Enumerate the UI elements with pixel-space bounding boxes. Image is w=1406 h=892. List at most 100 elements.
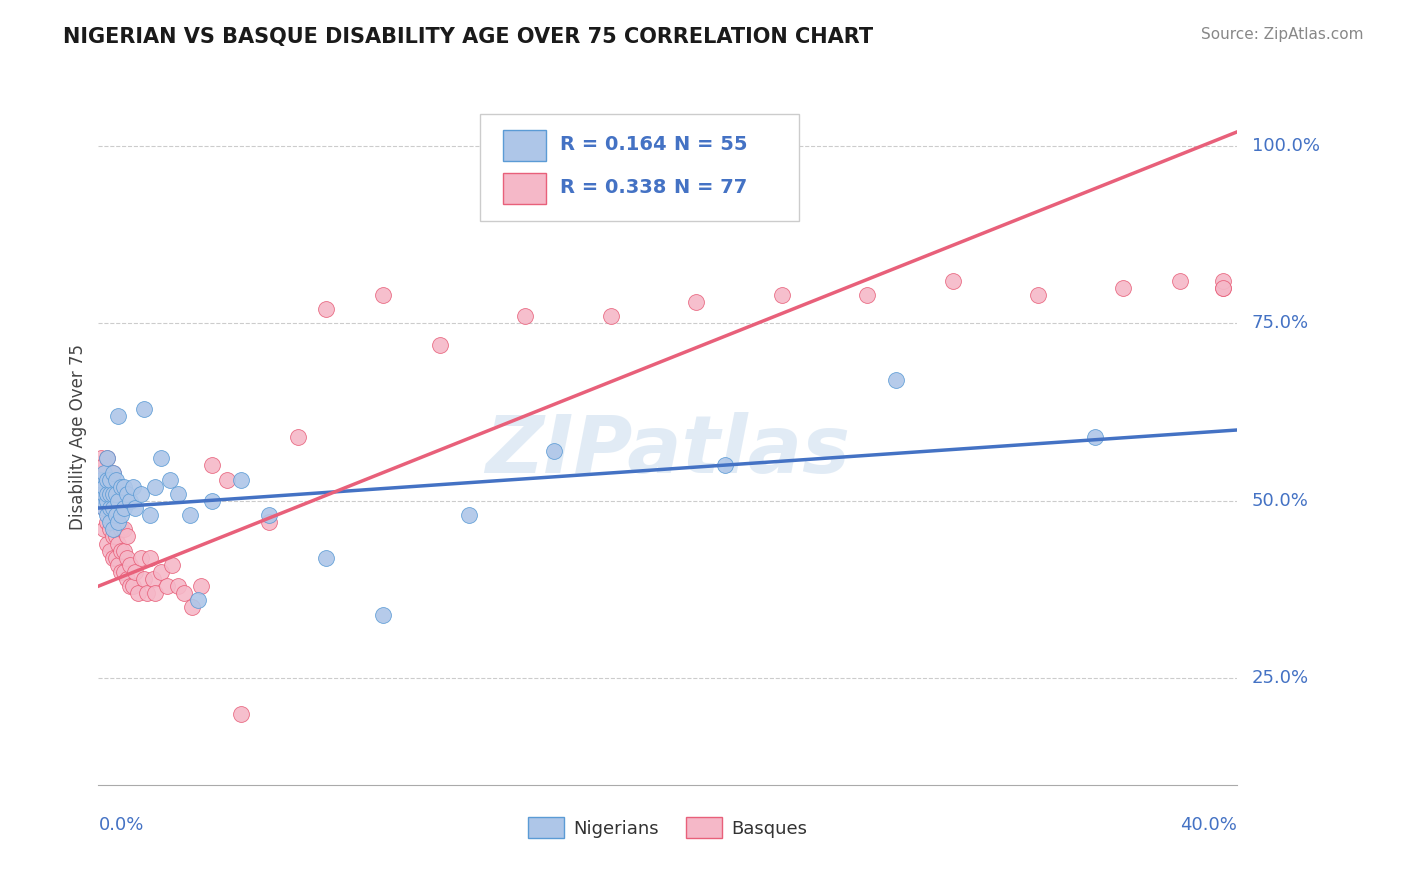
Point [96, 451, 118, 466]
Point [145, 586, 167, 600]
Text: N = 55: N = 55 [673, 136, 747, 154]
Point [104, 508, 127, 523]
Text: N = 77: N = 77 [673, 178, 747, 197]
Point [1170, 274, 1192, 288]
Point [110, 501, 132, 516]
Point [1112, 281, 1135, 295]
Point [101, 529, 124, 543]
Point [121, 579, 143, 593]
Point [101, 466, 124, 480]
Text: R = 0.338: R = 0.338 [560, 178, 666, 197]
Point [135, 586, 157, 600]
FancyBboxPatch shape [479, 113, 799, 221]
Point [121, 480, 143, 494]
Point [90, 480, 112, 494]
Point [96, 516, 118, 530]
Point [259, 508, 281, 523]
Point [884, 373, 907, 387]
Point [104, 529, 127, 543]
Text: 0.0%: 0.0% [98, 816, 143, 834]
Point [110, 480, 132, 494]
FancyBboxPatch shape [503, 129, 546, 161]
Point [90, 494, 112, 508]
Point [93, 466, 115, 480]
Point [167, 487, 190, 501]
Point [93, 487, 115, 501]
Point [138, 508, 160, 523]
Point [112, 522, 135, 536]
Point [1084, 430, 1107, 444]
Text: NIGERIAN VS BASQUE DISABILITY AGE OVER 75 CORRELATION CHART: NIGERIAN VS BASQUE DISABILITY AGE OVER 7… [63, 27, 873, 46]
Legend: Nigerians, Basques: Nigerians, Basques [522, 810, 814, 846]
Point [162, 558, 184, 572]
Text: Source: ZipAtlas.com: Source: ZipAtlas.com [1201, 27, 1364, 42]
Point [98, 501, 121, 516]
Point [101, 522, 124, 536]
Point [107, 494, 129, 508]
Point [173, 586, 195, 600]
Point [104, 487, 127, 501]
Point [156, 579, 179, 593]
Point [1212, 274, 1234, 288]
Point [107, 536, 129, 550]
Point [115, 550, 138, 565]
Point [107, 558, 129, 572]
Point [101, 550, 124, 565]
Point [110, 543, 132, 558]
Point [124, 565, 146, 579]
Point [457, 508, 479, 523]
Point [104, 550, 127, 565]
Point [98, 543, 121, 558]
Point [115, 487, 138, 501]
Point [315, 550, 337, 565]
Point [138, 550, 160, 565]
Point [127, 586, 149, 600]
Point [93, 522, 115, 536]
Text: 100.0%: 100.0% [1251, 137, 1319, 155]
Point [101, 508, 124, 523]
Point [93, 480, 115, 494]
Point [104, 508, 127, 523]
Point [942, 274, 965, 288]
Point [259, 516, 281, 530]
Point [685, 295, 707, 310]
Point [93, 480, 115, 494]
Point [93, 458, 115, 473]
Point [315, 302, 337, 317]
Point [110, 508, 132, 523]
Point [107, 516, 129, 530]
Point [107, 494, 129, 508]
Y-axis label: Disability Age Over 75: Disability Age Over 75 [69, 344, 87, 530]
Point [714, 458, 737, 473]
Point [1212, 281, 1234, 295]
Point [132, 401, 155, 416]
Point [190, 579, 212, 593]
Point [98, 487, 121, 501]
Point [856, 288, 879, 302]
Point [96, 487, 118, 501]
Point [132, 572, 155, 586]
Point [115, 529, 138, 543]
Point [181, 600, 204, 615]
Point [104, 473, 127, 487]
Point [101, 466, 124, 480]
Point [98, 516, 121, 530]
Point [90, 451, 112, 466]
Point [93, 501, 115, 516]
Point [141, 572, 163, 586]
Point [215, 473, 238, 487]
Point [187, 593, 209, 607]
Point [98, 480, 121, 494]
Point [543, 444, 565, 458]
Point [96, 494, 118, 508]
Point [90, 487, 112, 501]
Point [115, 572, 138, 586]
Point [129, 487, 152, 501]
Point [90, 466, 112, 480]
Point [112, 501, 135, 516]
Point [150, 565, 173, 579]
Point [101, 487, 124, 501]
Point [101, 487, 124, 501]
Point [107, 516, 129, 530]
Point [124, 501, 146, 516]
